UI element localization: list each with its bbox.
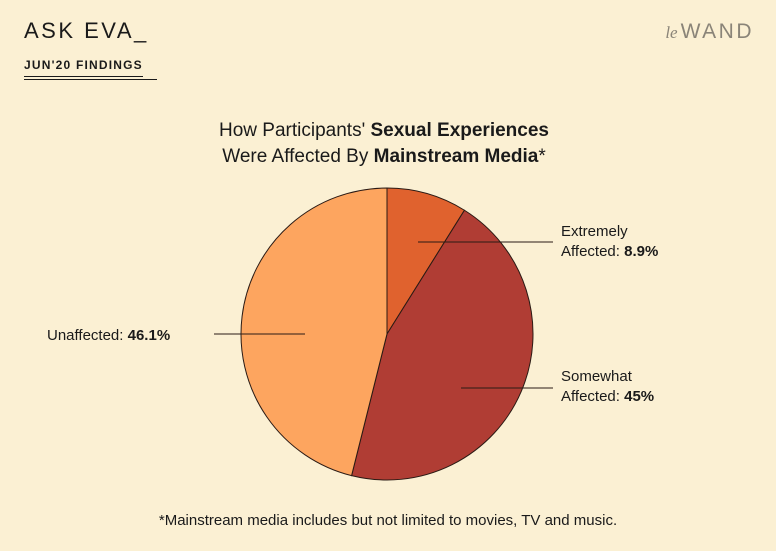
slice-somewhat-affected-label-line2: Affected: 45% bbox=[561, 388, 654, 405]
slice-extremely-affected-value: 8.9% bbox=[624, 243, 658, 260]
slice-extremely-affected-label: Extremely Affected: 8.9% bbox=[561, 223, 658, 260]
slice-unaffected-label-line2: Unaffected: 46.1% bbox=[47, 327, 170, 344]
title-part-1: How Participants' bbox=[219, 120, 371, 141]
slice-extremely-affected-label-line1: Extremely bbox=[561, 223, 628, 240]
title-part-2: Sexual Experiences bbox=[370, 120, 549, 141]
footnote: *Mainstream media includes but not limit… bbox=[158, 512, 618, 529]
logo-main: WAND bbox=[680, 20, 754, 43]
slice-somewhat-affected bbox=[350, 209, 534, 481]
slice-somewhat-affected-label-line1: Somewhat bbox=[561, 368, 633, 385]
slice-unaffected-value: 46.1% bbox=[128, 327, 171, 344]
brand-subtitle: JUN'20 FINDINGS bbox=[24, 58, 143, 77]
logo-prefix: le bbox=[665, 23, 678, 42]
title-part-4: Mainstream Media bbox=[373, 146, 539, 167]
brand-title: ASK EVA_ bbox=[24, 18, 149, 43]
slice-unaffected-label: Unaffected: 46.1% bbox=[47, 327, 170, 344]
slice-extremely-affected bbox=[386, 187, 466, 336]
slice-extremely-affected-label-line2: Affected: 8.9% bbox=[561, 243, 658, 260]
title-part-5: * bbox=[538, 146, 546, 167]
slice-somewhat-affected-value: 45% bbox=[624, 388, 654, 405]
chart-title: How Participants' Sexual Experiences Wer… bbox=[0, 118, 768, 170]
slice-unaffected bbox=[240, 187, 388, 477]
logo: le WAND bbox=[665, 20, 754, 44]
title-part-3: Were Affected By bbox=[222, 146, 374, 167]
slice-somewhat-affected-label: Somewhat Affected: 45% bbox=[561, 368, 654, 405]
subtitle-underline bbox=[24, 79, 157, 80]
